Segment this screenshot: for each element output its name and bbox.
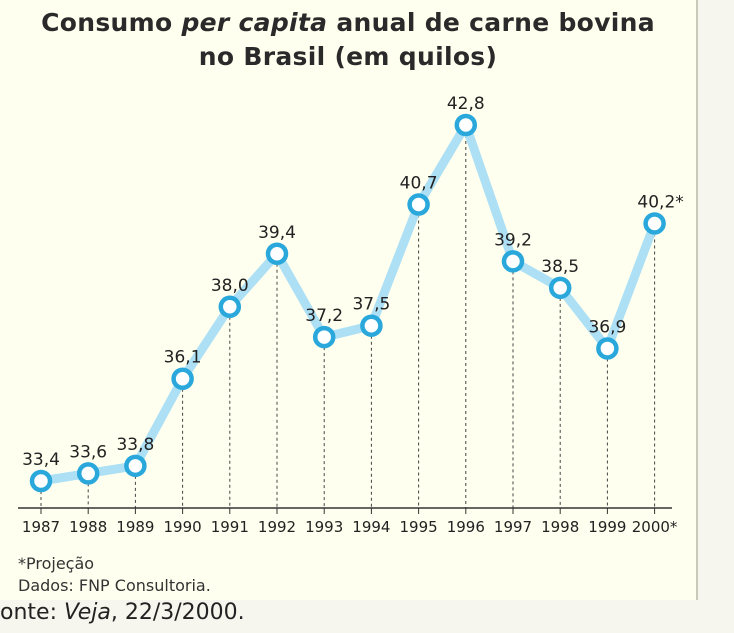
data-point-1992 [265, 242, 289, 266]
x-tick-label-1990: 1990 [164, 518, 202, 536]
x-tick-label-1998: 1998 [541, 518, 579, 536]
series-line [36, 120, 660, 486]
projection-note: *Projeção [18, 554, 95, 573]
data-label-1989: 33,8 [116, 435, 154, 455]
data-label-1993: 37,2 [305, 306, 343, 326]
data-point-1997 [501, 250, 525, 273]
data-point-1991 [218, 295, 242, 319]
x-tick-label-1989: 1989 [116, 518, 154, 536]
x-tick-label-1994: 1994 [352, 518, 390, 536]
data-point-1990 [171, 367, 194, 390]
data-label-1990: 36,1 [164, 348, 202, 368]
x-tick-label-2000*: 2000* [632, 518, 678, 536]
data-label-1997: 39,2 [494, 230, 532, 250]
data-label-1987: 33,4 [22, 450, 60, 470]
source-caption: onte: Veja, 22/3/2000. [0, 600, 245, 625]
line-chart: 33,4 33,6 33,8 36,1 38,0 39,4 37,2 37,5 40,7 42,8… [18, 94, 684, 536]
data-label-1999: 36,9 [588, 317, 626, 337]
data-label-2000*: 40,2* [637, 192, 683, 212]
data-label-1994: 37,5 [352, 295, 390, 315]
data-point-1989 [124, 454, 147, 478]
data-point-1988 [76, 462, 100, 485]
x-tick-label-1997: 1997 [494, 518, 532, 536]
data-label-1998: 38,5 [541, 257, 579, 277]
data-point-1998 [548, 276, 572, 300]
data-source-note: Dados: FNP Consultoria. [18, 576, 211, 595]
x-tick-label-1988: 1988 [69, 518, 107, 536]
x-tick-label-1996: 1996 [447, 518, 485, 536]
data-label-1991: 38,0 [211, 276, 249, 296]
data-label-1988: 33,6 [69, 442, 107, 462]
data-label-1995: 40,7 [400, 174, 438, 194]
data-label-1996: 42,8 [447, 94, 485, 114]
x-tick-label-1993: 1993 [305, 518, 343, 536]
data-point-1993 [312, 325, 336, 349]
x-tick-label-1991: 1991 [211, 518, 249, 536]
data-point-1994 [360, 314, 383, 337]
x-tick-label-1987: 1987 [22, 518, 60, 536]
data-point-1996 [454, 113, 478, 137]
data-point-1995 [407, 193, 430, 216]
data-point-2000* [643, 212, 666, 235]
data-label-1992: 39,4 [258, 223, 296, 243]
data-point-1987 [29, 469, 53, 493]
x-tick-label-1992: 1992 [258, 518, 296, 536]
data-point-1999 [596, 337, 619, 360]
x-tick-label-1995: 1995 [400, 518, 438, 536]
chart-title-line2: no Brasil (em quilos) [198, 42, 498, 71]
chart-title-line1: Consumo per capita anual de carne bovina [41, 8, 655, 37]
chart-panel: Consumo per capita anual de carne bovina… [18, 0, 698, 600]
x-tick-label-1999: 1999 [588, 518, 626, 536]
